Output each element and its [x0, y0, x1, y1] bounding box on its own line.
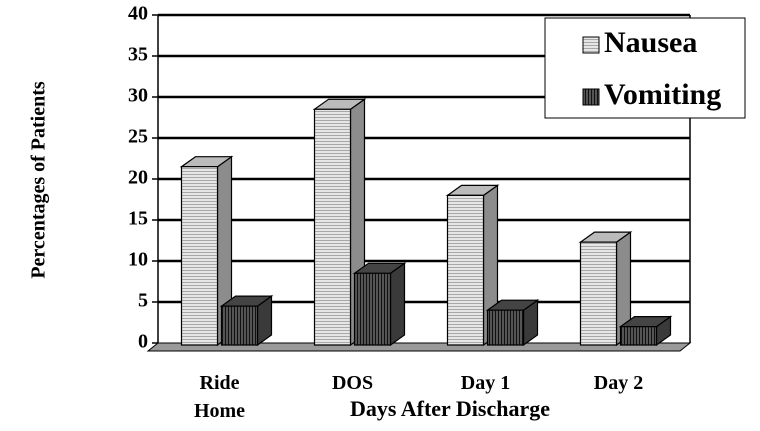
bar	[445, 184, 500, 347]
y-tick-label: 40	[128, 3, 148, 25]
x-tick-label: Ride Home	[193, 372, 246, 422]
bar	[352, 262, 407, 347]
bar	[219, 294, 274, 347]
bar-face	[389, 262, 406, 347]
bar-face	[446, 194, 485, 346]
x-axis-label: Days After Discharge	[350, 396, 550, 421]
y-tick-label: 15	[128, 208, 148, 230]
bar	[618, 315, 673, 347]
bar-face	[353, 272, 392, 346]
bar	[179, 155, 234, 347]
y-tick-label: 25	[128, 126, 148, 148]
bar-face	[180, 166, 219, 346]
y-axis-label: Percentages of Patients	[28, 81, 50, 279]
bar-face	[579, 241, 618, 346]
legend-swatch	[582, 88, 600, 106]
y-tick-label: 10	[128, 249, 148, 271]
bar-face	[486, 309, 525, 346]
y-tick-label: 35	[128, 44, 148, 66]
x-tick-label: Day 2	[593, 372, 644, 394]
legend-label: Vomiting	[604, 78, 721, 111]
x-tick-label: DOS	[331, 372, 374, 394]
x-tick-label: Day 1	[460, 372, 511, 394]
legend	[544, 17, 746, 119]
legend-swatch	[582, 36, 600, 54]
bar-face	[313, 108, 352, 346]
bar	[578, 230, 633, 347]
legend-label: Nausea	[604, 26, 697, 59]
bar	[485, 299, 540, 347]
y-tick-label: 20	[128, 167, 148, 189]
y-tick-label: 30	[128, 85, 148, 107]
y-tick-label: 0	[138, 331, 148, 353]
y-tick-label: 5	[138, 290, 148, 312]
bar-face	[619, 326, 658, 346]
bar-face	[220, 305, 259, 346]
